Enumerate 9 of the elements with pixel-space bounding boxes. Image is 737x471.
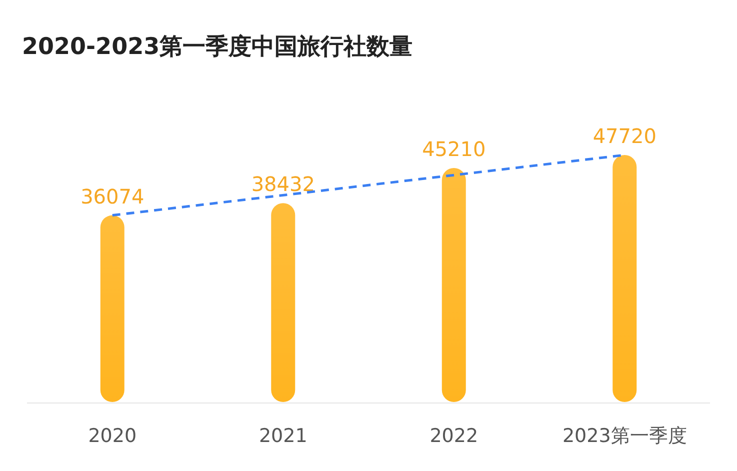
data-label: 36074 bbox=[80, 184, 144, 208]
data-label: 45210 bbox=[422, 136, 486, 161]
x-tick-label: 2022 bbox=[430, 425, 478, 447]
x-tick-label: 2020 bbox=[88, 425, 137, 447]
data-label: 47720 bbox=[592, 124, 656, 148]
x-tick-label: 2023第一季度 bbox=[562, 425, 687, 447]
data-label: 38432 bbox=[251, 172, 315, 196]
x-tick-label: 2021 bbox=[258, 425, 308, 447]
title: 2020-2023第一季度中国旅行社数量 bbox=[22, 34, 413, 60]
